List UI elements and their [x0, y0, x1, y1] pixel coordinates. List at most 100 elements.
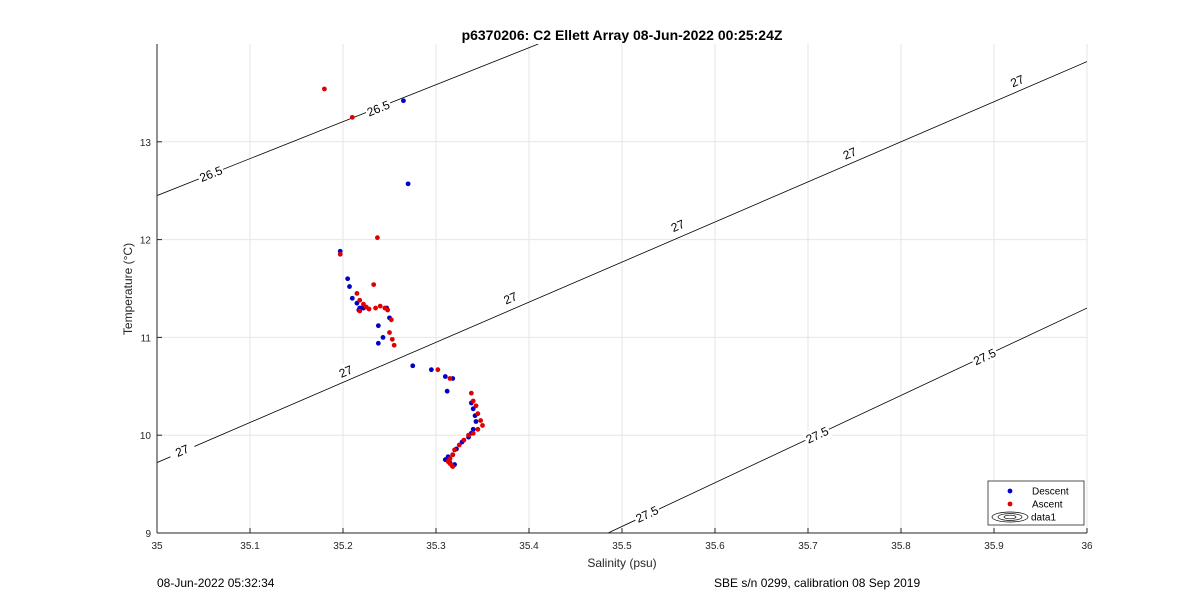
ascent-point: [470, 398, 476, 404]
descent-point: [442, 374, 448, 379]
ascent-point: [452, 447, 457, 453]
legend-marker-ascent: [1007, 501, 1013, 507]
contour-label-bg: [330, 359, 361, 384]
contour-label-bg: [495, 285, 526, 310]
contour-label-group: 27: [834, 141, 865, 166]
footer-calibration: SBE s/n 0299, calibration 08 Sep 2019: [714, 576, 921, 590]
x-tick-label: 35.9: [984, 541, 1004, 552]
contour-line-27: [157, 61, 1087, 463]
ascent-point: [322, 86, 327, 92]
legend-label-descent: Descent: [1032, 487, 1069, 498]
x-tick-label: 35.7: [798, 541, 818, 552]
descent-point: [349, 295, 355, 301]
contour-label-bg: [834, 141, 865, 166]
ascent-point: [480, 423, 485, 428]
ascent-point: [385, 307, 391, 313]
descent-point: [347, 284, 352, 289]
grid: [156, 44, 1088, 534]
contour-label: 27: [1008, 72, 1026, 90]
ascent-point: [466, 432, 471, 438]
ascent-point: [366, 306, 372, 312]
ascent-point: [354, 290, 360, 296]
ascent-point: [456, 442, 462, 448]
descent-point: [375, 323, 381, 329]
contour-label-group: 27: [495, 285, 526, 310]
ascent-point: [387, 330, 392, 335]
contour-label-group: 27: [662, 213, 693, 238]
contour-label: 27: [173, 442, 191, 460]
legend-label-data1: data1: [1031, 513, 1056, 524]
ascent-point: [473, 403, 479, 409]
contour-label-bg: [363, 96, 394, 120]
descent-point: [345, 276, 351, 282]
descent-point: [444, 388, 450, 394]
y-tick-label: 13: [140, 138, 152, 149]
contour-label: 27: [501, 289, 519, 307]
x-axis-label: Salinity (psu): [587, 556, 656, 570]
ascent-point: [349, 114, 355, 120]
footer-timestamp: 08-Jun-2022 05:32:34: [157, 576, 275, 590]
legend-label-ascent: Ascent: [1032, 500, 1063, 511]
x-tick-label: 35.6: [705, 541, 725, 552]
ascent-point: [468, 390, 474, 396]
contour-label-bg: [802, 422, 833, 448]
ascent-point: [475, 411, 481, 417]
data-points: [322, 86, 485, 469]
ascent-point: [435, 367, 441, 373]
ascent-point: [391, 342, 397, 348]
descent-point: [473, 419, 479, 424]
ascent-point: [475, 426, 481, 432]
y-tick-label: 12: [140, 236, 152, 247]
contour-label: 27: [337, 362, 355, 380]
contour-label: 27: [841, 144, 859, 162]
descent-point: [470, 426, 476, 432]
y-tick-label: 11: [141, 333, 152, 344]
ascent-point: [447, 376, 453, 381]
contour-label: 27: [669, 217, 687, 235]
y-axis-label: Temperature (°C): [121, 243, 135, 335]
contour-label-group: 27.5: [631, 501, 662, 527]
contour-label-group: 27: [167, 438, 197, 463]
ascent-point: [357, 297, 363, 303]
axes: 35 35.1 35.2 35.3 35.4 35.5 35.6 35.7 35.8 35.9 36…: [140, 44, 1093, 552]
ascent-point: [450, 464, 456, 469]
chart-title: p6370206: C2 Ellett Array 08-Jun-2022 00…: [462, 27, 783, 43]
descent-point: [380, 335, 386, 340]
x-tick-label: 35.2: [333, 541, 353, 552]
x-tick-label: 35.1: [240, 541, 260, 552]
contour-label-bg: [1002, 68, 1032, 93]
density-contours: 26.5 26.5 27 27 27 27 27 27 27.5 27.5 27.5: [157, 44, 1087, 533]
x-tick-label: 35.3: [426, 541, 446, 552]
ascent-point: [461, 437, 467, 443]
contour-label-bg: [969, 344, 1000, 369]
descent-point: [405, 181, 411, 187]
contour-label-group: 27.5: [802, 422, 833, 448]
x-tick-label: 35.5: [612, 541, 632, 552]
ascent-point: [373, 305, 378, 311]
x-tick-label: 35.8: [891, 541, 911, 552]
contour-label-bg: [195, 161, 226, 186]
ascent-point: [371, 282, 377, 287]
contour-ring: [1003, 514, 1017, 520]
contour-label-group: 27: [330, 359, 361, 384]
x-tick-label: 36: [1081, 541, 1093, 552]
y-tick-label: 9: [145, 529, 151, 540]
contour-label-bg: [662, 213, 693, 238]
ascent-point: [389, 336, 395, 342]
ascent-point: [470, 430, 476, 436]
contour-label-group: 26.5: [195, 161, 226, 186]
descent-point: [410, 363, 416, 369]
descent-point: [428, 367, 434, 373]
contour-label-group: 27.5: [969, 344, 1000, 369]
contour-ring: [991, 511, 1029, 523]
contour-label-bg: [631, 501, 662, 527]
contour-label-bg: [167, 438, 197, 463]
contour-label-group: 27: [1002, 68, 1032, 93]
ascent-point: [375, 235, 380, 241]
legend-contour-icon: [991, 511, 1029, 523]
legend: Descent Ascent data1: [987, 480, 1085, 526]
descent-point: [375, 340, 381, 346]
descent-point: [401, 98, 406, 104]
contour-ring: [997, 513, 1023, 521]
